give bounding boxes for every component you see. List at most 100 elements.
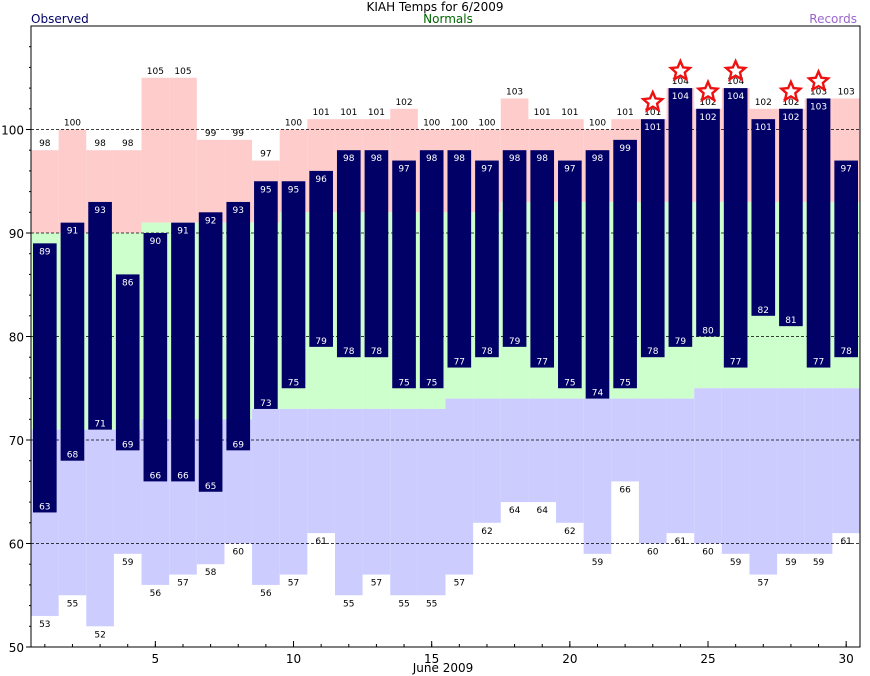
- record-high-label: 101: [561, 108, 578, 118]
- observed-high-label: 98: [426, 154, 438, 164]
- record-high-label: 100: [451, 119, 468, 129]
- record-high-label: 104: [727, 77, 744, 87]
- observed-low-label: 71: [94, 420, 105, 430]
- record-high-label: 98: [39, 139, 51, 149]
- record-low-label: 57: [371, 579, 382, 589]
- record-low-label: 56: [150, 589, 162, 599]
- observed-bar: [392, 160, 416, 389]
- observed-high-label: 90: [150, 237, 162, 247]
- observed-bar: [530, 150, 555, 368]
- x-tick-label: 25: [700, 652, 715, 666]
- record-low-band: [86, 429, 114, 627]
- record-high-band: [113, 150, 142, 233]
- record-high-label: 104: [672, 77, 689, 87]
- observed-high-label: 91: [67, 227, 78, 237]
- record-high-label: 103: [506, 87, 523, 97]
- record-high-label: 97: [260, 150, 271, 160]
- x-tick-label: 30: [839, 652, 854, 666]
- value-labels: 98 53 89 63 100 55 91 68 98 52 93 71 98 59 86 69 105 56 90…: [39, 67, 855, 641]
- observed-bar: [723, 88, 748, 368]
- observed-bar: [558, 160, 582, 389]
- observed-high-label: 102: [782, 113, 799, 123]
- observed-high-label: 93: [233, 206, 244, 216]
- y-tick-label: 70: [9, 434, 24, 448]
- record-low-label: 56: [260, 589, 272, 599]
- record-high-label: 102: [782, 98, 799, 108]
- record-high-label: 99: [233, 129, 245, 139]
- x-tick-label: 15: [424, 652, 439, 666]
- observed-bar: [171, 222, 195, 482]
- record-low-band: [666, 398, 695, 534]
- observed-bar: [88, 201, 112, 430]
- record-low-band: [777, 388, 805, 554]
- observed-bar: [779, 108, 803, 327]
- observed-low-label: 75: [619, 378, 630, 388]
- record-low-label: 61: [840, 537, 851, 547]
- observed-low-label: 78: [647, 347, 659, 357]
- observed-low-label: 79: [675, 337, 687, 347]
- observed-bar: [143, 233, 168, 482]
- record-high-band: [58, 129, 87, 233]
- observed-low-label: 75: [288, 378, 299, 388]
- observed-high-label: 95: [260, 185, 271, 195]
- chart-title: KIAH Temps for 6/2009: [366, 0, 503, 14]
- record-low-band: [638, 398, 667, 544]
- y-tick-label: 90: [9, 227, 24, 241]
- record-low-band: [749, 388, 778, 575]
- observed-high-label: 98: [592, 154, 604, 164]
- observed-high-label: 98: [536, 154, 548, 164]
- record-low-label: 55: [343, 599, 354, 609]
- record-high-label: 100: [64, 119, 81, 129]
- observed-bar: [336, 150, 361, 358]
- observed-bar: [254, 181, 278, 409]
- observed-bar: [806, 98, 831, 368]
- observed-low-label: 66: [150, 471, 162, 481]
- record-high-label: 102: [755, 98, 772, 108]
- record-low-label: 52: [94, 630, 105, 640]
- record-low-band: [556, 398, 584, 523]
- record-low-band: [832, 388, 860, 534]
- record-low-label: 55: [67, 599, 78, 609]
- record-low-label: 57: [288, 579, 299, 589]
- record-low-band: [417, 408, 446, 596]
- x-tick-label: 10: [286, 652, 301, 666]
- observed-high-label: 98: [509, 154, 521, 164]
- observed-bar: [226, 201, 251, 451]
- record-low-band: [694, 388, 722, 544]
- grid-lines: [31, 129, 860, 544]
- record-low-label: 53: [39, 620, 50, 630]
- observed-low-label: 78: [371, 347, 383, 357]
- observed-high-label: 93: [94, 206, 105, 216]
- record-high-band: [141, 77, 170, 223]
- record-low-band: [804, 388, 833, 554]
- observed-low-label: 68: [67, 451, 79, 461]
- record-star-icon: [806, 68, 831, 92]
- observed-low-label: 63: [39, 502, 50, 512]
- record-low-label: 66: [619, 485, 631, 495]
- observed-low-label: 77: [730, 358, 741, 368]
- observed-low-label: 73: [260, 399, 271, 409]
- observed-low-label: 78: [343, 347, 355, 357]
- observed-bar: [613, 139, 637, 389]
- observed-high-label: 97: [398, 165, 409, 175]
- observed-high-label: 95: [288, 185, 299, 195]
- record-high-label: 101: [313, 108, 330, 118]
- observed-high-label: 104: [727, 92, 744, 102]
- record-high-label: 100: [285, 119, 302, 129]
- observed-bar: [502, 150, 527, 347]
- observed-low-label: 79: [509, 337, 521, 347]
- record-high-label: 103: [810, 87, 827, 97]
- record-low-label: 55: [398, 599, 409, 609]
- observed-low-label: 75: [564, 378, 575, 388]
- x-axis-label: June 2009: [412, 661, 474, 675]
- record-high-band: [169, 77, 197, 223]
- legend-normals: Normals: [423, 12, 473, 26]
- record-low-label: 64: [536, 506, 548, 516]
- record-low-band: [279, 408, 308, 575]
- observed-high-label: 101: [644, 123, 661, 133]
- record-low-label: 57: [758, 579, 769, 589]
- record-low-label: 59: [592, 558, 604, 568]
- observed-bar: [364, 150, 389, 358]
- record-low-band: [528, 398, 557, 503]
